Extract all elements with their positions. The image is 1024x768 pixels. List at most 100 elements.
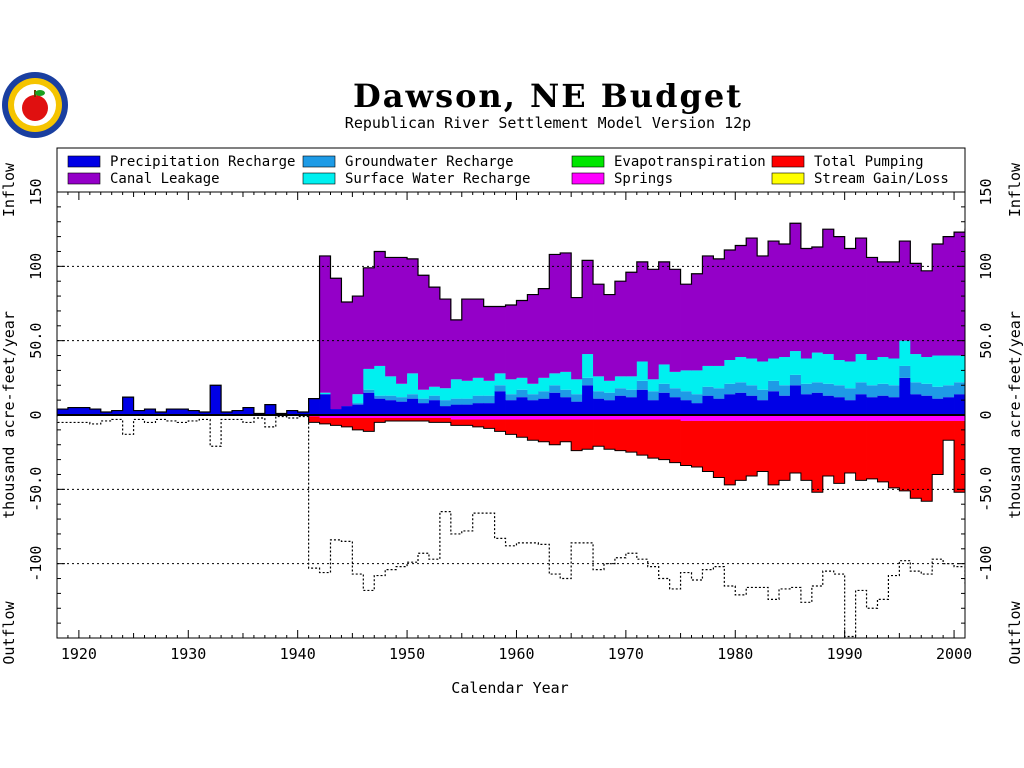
precip-bar xyxy=(155,412,167,415)
precip-bar xyxy=(516,397,528,415)
sw-bar xyxy=(702,365,714,387)
canal-bar xyxy=(888,261,900,359)
precip-bar xyxy=(899,377,911,415)
springs-bar xyxy=(549,415,561,420)
pump-bar xyxy=(330,417,342,426)
pump-bar xyxy=(385,417,397,421)
gw-bar xyxy=(407,394,419,399)
precip-bar xyxy=(144,409,156,415)
pump-bar xyxy=(603,419,616,450)
pump-bar xyxy=(779,420,791,481)
gw-bar xyxy=(735,382,747,393)
sw-bar xyxy=(844,361,857,389)
gw-bar xyxy=(374,395,386,399)
springs-bar xyxy=(669,415,681,420)
gw-bar xyxy=(680,391,692,401)
canal-bar xyxy=(527,294,539,384)
pump-bar xyxy=(789,420,802,473)
pump-bar xyxy=(352,417,364,430)
precip-bar xyxy=(374,398,386,415)
pump-bar xyxy=(844,420,857,473)
pump-bar xyxy=(713,420,725,478)
sw-bar xyxy=(363,368,375,390)
gw-bar xyxy=(385,395,397,401)
precip-bar xyxy=(308,398,320,415)
springs-bar xyxy=(396,415,408,418)
canal-bar xyxy=(505,304,517,380)
springs-bar xyxy=(735,415,747,421)
sw-bar xyxy=(680,370,692,392)
sw-bar xyxy=(428,386,441,396)
gw-bar xyxy=(844,388,857,401)
sw-bar xyxy=(439,388,452,401)
precip-bar xyxy=(341,406,353,415)
gw-bar xyxy=(505,394,517,401)
outflow-outline xyxy=(57,414,965,502)
y-tick-label-right: -100 xyxy=(977,546,995,582)
sw-bar xyxy=(910,354,922,383)
springs-bar xyxy=(625,415,638,420)
gw-bar xyxy=(647,391,660,401)
sw-bar xyxy=(877,357,889,384)
sw-bar xyxy=(811,352,824,383)
pump-bar xyxy=(341,417,353,427)
axes: -100 -100 -50.0 -50.0 0 0 50.0 50.0 100 100 150 150… xyxy=(27,178,995,663)
precip-bar xyxy=(352,404,364,415)
springs-bar xyxy=(538,415,550,420)
springs-bar xyxy=(844,415,857,421)
y-tick-label-right: 0 xyxy=(977,410,995,419)
canal-bar xyxy=(954,232,965,356)
gw-bar xyxy=(582,377,594,386)
precip-bar xyxy=(428,400,441,415)
sw-bar xyxy=(779,357,791,386)
springs-bar xyxy=(822,415,835,421)
pump-bar xyxy=(702,420,714,472)
canal-bar xyxy=(549,254,561,374)
canal-bar xyxy=(877,261,889,358)
gw-bar xyxy=(352,403,364,405)
outflow-label-left: Outflow xyxy=(0,600,18,664)
canal-bar xyxy=(319,255,331,393)
precip-bar xyxy=(877,395,889,415)
canal-bar xyxy=(822,229,835,355)
canal-bar xyxy=(800,248,813,359)
y-tick-label-left: -100 xyxy=(27,546,45,582)
canal-bar xyxy=(647,269,660,380)
gw-bar xyxy=(614,388,627,396)
springs-bar xyxy=(516,415,528,420)
gw-bar xyxy=(866,385,878,398)
springs-bar xyxy=(921,415,933,421)
springs-bar xyxy=(877,415,889,421)
pump-bar xyxy=(888,420,900,488)
canal-bar xyxy=(439,299,452,389)
precip-bar xyxy=(78,407,91,415)
precip-bar xyxy=(188,410,200,415)
springs-bar xyxy=(910,415,922,421)
springs-bar xyxy=(483,415,495,420)
y-axis-label-right: thousand acre-feet/year xyxy=(1006,311,1024,519)
canal-bar xyxy=(330,278,342,410)
sw-bar xyxy=(932,355,944,387)
pump-bar xyxy=(724,420,736,485)
canal-bar xyxy=(461,299,474,381)
gw-bar xyxy=(768,380,780,392)
gw-bar xyxy=(658,383,671,393)
pump-bar xyxy=(691,420,703,468)
legend-label-et: Evapotranspiration xyxy=(614,154,766,170)
pump-bar xyxy=(877,420,889,482)
gw-bar xyxy=(965,382,976,395)
stream-gain-loss-line xyxy=(57,415,965,638)
outflow-label-right: Outflow xyxy=(1006,600,1024,664)
pump-bar xyxy=(363,417,375,432)
precip-bar xyxy=(603,400,616,415)
canal-bar xyxy=(735,245,747,358)
sw-bar xyxy=(549,373,561,386)
sw-bar xyxy=(450,379,463,399)
pump-bar xyxy=(516,419,528,438)
sw-bar xyxy=(494,373,506,386)
x-tick-label: 1930 xyxy=(170,645,206,663)
canal-bar xyxy=(779,244,791,358)
springs-bar xyxy=(658,415,671,420)
precip-bar xyxy=(286,410,299,415)
